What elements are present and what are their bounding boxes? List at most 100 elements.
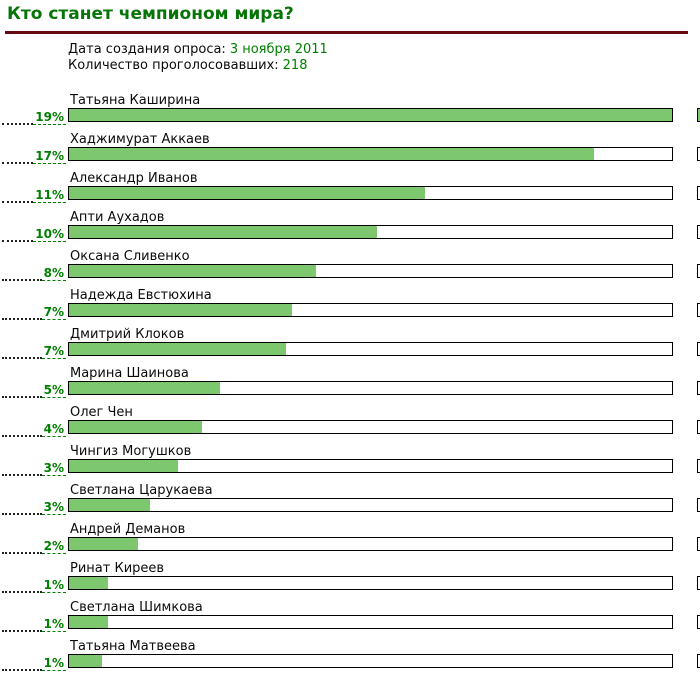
leader-dots xyxy=(2,591,42,593)
next-column-bar-sliver xyxy=(697,264,700,278)
next-column-bar-sliver xyxy=(697,498,700,512)
poll-row: Надежда Евстюхина 7% xyxy=(0,288,700,327)
candidate-name: Оксана Сливенко xyxy=(70,249,190,264)
poll-row: Марина Шаинова 5% xyxy=(0,366,700,405)
next-column-bar-sliver xyxy=(697,225,700,239)
result-bar xyxy=(68,264,673,278)
result-bar xyxy=(68,537,673,551)
leader-dots xyxy=(2,162,34,164)
leader-dots xyxy=(2,123,34,125)
result-bar-fill xyxy=(69,148,594,160)
percent-link[interactable]: 8% xyxy=(41,266,66,281)
percent-link[interactable]: 1% xyxy=(41,617,66,632)
leader-dots xyxy=(2,396,42,398)
leader-dots xyxy=(2,552,42,554)
percent-gutter: 17% xyxy=(2,147,66,164)
poll-row: Хаджимурат Аккаев 17% xyxy=(0,132,700,171)
poll-row: Светлана Шимкова 1% xyxy=(0,600,700,639)
candidate-name: Татьяна Матвеева xyxy=(70,639,196,654)
result-bar-fill xyxy=(69,343,287,355)
leader-dots xyxy=(2,240,34,242)
percent-link[interactable]: 19% xyxy=(33,110,66,125)
next-column-bar-sliver xyxy=(697,615,700,629)
percent-gutter: 8% xyxy=(2,264,66,281)
result-bar-fill xyxy=(69,655,102,667)
result-bar-fill xyxy=(69,109,672,121)
result-bar xyxy=(68,654,673,668)
leader-dots xyxy=(2,474,42,476)
poll-row: Дмитрий Клоков 7% xyxy=(0,327,700,366)
percent-gutter: 11% xyxy=(2,186,66,203)
candidate-name: Чингиз Могушков xyxy=(70,444,192,459)
result-bar-fill xyxy=(69,577,108,589)
leader-dots xyxy=(2,201,34,203)
percent-link[interactable]: 5% xyxy=(41,383,66,398)
result-bar-fill xyxy=(69,538,139,550)
leader-dots xyxy=(2,357,42,359)
result-bar xyxy=(68,576,673,590)
result-bar-fill xyxy=(69,499,151,511)
result-bar xyxy=(68,381,673,395)
voters-count-value: 218 xyxy=(282,58,308,73)
candidate-name: Татьяна Каширина xyxy=(70,93,201,108)
page-title: Кто станет чемпионом мира? xyxy=(7,4,294,24)
next-column-bar-sliver xyxy=(697,381,700,395)
voters-count-label: Количество проголосовавших: xyxy=(68,58,279,73)
percent-link[interactable]: 10% xyxy=(33,227,66,242)
result-bar xyxy=(68,108,673,122)
leader-dots xyxy=(2,279,42,281)
poll-row: Татьяна Матвеева 1% xyxy=(0,639,700,678)
percent-gutter: 7% xyxy=(2,303,66,320)
poll-date-line: Дата создания опроса: 3 ноября 2011 xyxy=(68,42,700,58)
poll-row: Светлана Царукаева 3% xyxy=(0,483,700,522)
percent-link[interactable]: 4% xyxy=(41,422,66,437)
next-column-bar-sliver xyxy=(697,654,700,668)
percent-link[interactable]: 11% xyxy=(33,188,66,203)
result-bar-fill xyxy=(69,304,293,316)
percent-gutter: 10% xyxy=(2,225,66,242)
percent-gutter: 4% xyxy=(2,420,66,437)
result-bar-fill xyxy=(69,460,178,472)
poll-row: Татьяна Каширина 19% xyxy=(0,93,700,132)
next-column-bar-sliver xyxy=(697,420,700,434)
candidate-name: Хаджимурат Аккаев xyxy=(70,132,210,147)
candidate-name: Марина Шаинова xyxy=(70,366,189,381)
leader-dots xyxy=(2,630,42,632)
next-column-bar-sliver xyxy=(697,459,700,473)
result-bar xyxy=(68,342,673,356)
percent-link[interactable]: 3% xyxy=(41,461,66,476)
result-bar xyxy=(68,186,673,200)
poll-row: Чингиз Могушков 3% xyxy=(0,444,700,483)
result-bar xyxy=(68,147,673,161)
percent-gutter: 1% xyxy=(2,615,66,632)
poll-row: Апти Аухадов 10% xyxy=(0,210,700,249)
candidate-name: Надежда Евстюхина xyxy=(70,288,212,303)
next-column-bar-sliver xyxy=(697,303,700,317)
percent-link[interactable]: 2% xyxy=(41,539,66,554)
percent-link[interactable]: 17% xyxy=(33,149,66,164)
result-bar-fill xyxy=(69,616,108,628)
poll-row: Оксана Сливенко 8% xyxy=(0,249,700,288)
result-bar-fill xyxy=(69,382,220,394)
percent-link[interactable]: 3% xyxy=(41,500,66,515)
leader-dots xyxy=(2,435,42,437)
poll-row: Андрей Деманов 2% xyxy=(0,522,700,561)
percent-link[interactable]: 1% xyxy=(41,578,66,593)
candidate-name: Апти Аухадов xyxy=(70,210,165,225)
percent-link[interactable]: 7% xyxy=(41,344,66,359)
next-column-bar-sliver xyxy=(697,147,700,161)
result-bar xyxy=(68,225,673,239)
percent-gutter: 3% xyxy=(2,459,66,476)
candidate-name: Дмитрий Клоков xyxy=(70,327,185,342)
next-column-bar-sliver xyxy=(697,537,700,551)
result-bar xyxy=(68,615,673,629)
voters-count-line: Количество проголосовавших: 218 xyxy=(68,58,700,74)
leader-dots xyxy=(2,318,42,320)
result-bar xyxy=(68,420,673,434)
poll-meta: Дата создания опроса: 3 ноября 2011 Колич… xyxy=(68,42,700,74)
result-bar-fill xyxy=(69,421,202,433)
percent-link[interactable]: 7% xyxy=(41,305,66,320)
next-column-bar-sliver xyxy=(697,342,700,356)
percent-link[interactable]: 1% xyxy=(41,656,66,671)
